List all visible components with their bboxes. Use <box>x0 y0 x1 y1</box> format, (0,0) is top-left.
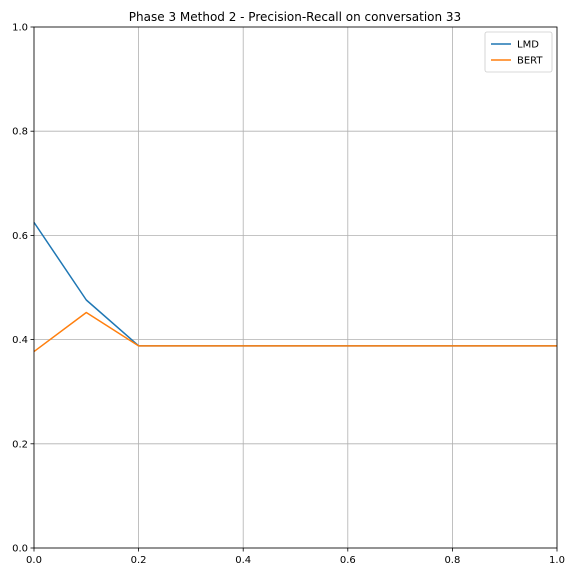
y-tick-label: 0.8 <box>12 127 28 138</box>
x-tick-label: 0.4 <box>235 555 251 566</box>
plot-frame <box>33 26 558 549</box>
y-tick-label: 0.4 <box>12 335 28 346</box>
legend: LMD BERT <box>484 31 553 73</box>
legend-label-lmd: LMD <box>517 40 539 51</box>
series-line-lmd <box>33 221 557 347</box>
x-tick-label: 0.6 <box>340 555 356 566</box>
x-tick-label: 0.0 <box>26 555 42 566</box>
y-tick-label: 1.0 <box>12 23 28 34</box>
x-tick-label: 0.8 <box>444 555 460 566</box>
series-layer <box>33 221 557 353</box>
y-tick-label: 0.0 <box>12 544 28 555</box>
series-line-bert <box>33 311 557 353</box>
y-tick-label: 0.2 <box>12 439 28 450</box>
legend-label-bert: BERT <box>517 56 543 67</box>
legend-box <box>484 31 553 73</box>
y-tick-label: 0.6 <box>12 231 28 242</box>
axis-ticks: 0.0 0.2 0.4 0.6 0.8 1.0 0.0 0.2 0.4 0.6 0.8 1.0 <box>12 23 565 567</box>
chart-title: Phase 3 Method 2 - Precision-Recall on c… <box>129 10 461 24</box>
grid <box>33 26 558 549</box>
x-tick-label: 1.0 <box>549 555 565 566</box>
x-tick-label: 0.2 <box>131 555 147 566</box>
